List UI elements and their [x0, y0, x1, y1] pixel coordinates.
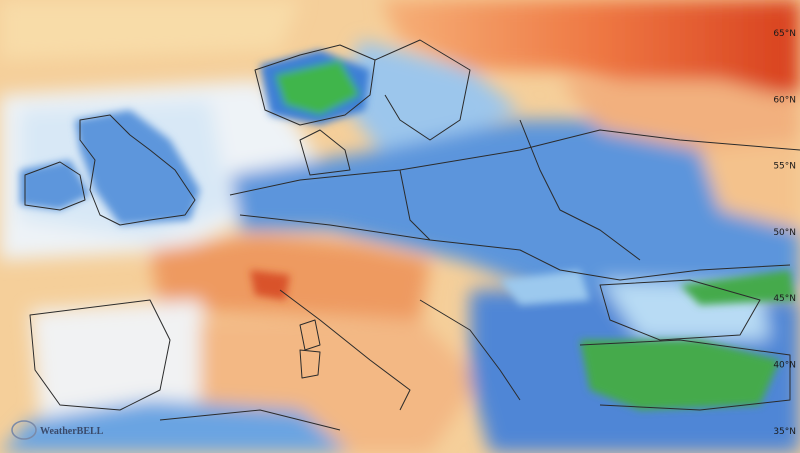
logo: WeatherBELL	[11, 420, 104, 440]
latitude-label: 45°N	[773, 294, 796, 304]
latitude-label: 35°N	[773, 427, 796, 437]
latitude-label: 65°N	[773, 29, 796, 39]
latitude-labels: 65°N 60°N 55°N 50°N 45°N 40°N 35°N	[773, 29, 796, 437]
latitude-label: 60°N	[773, 95, 796, 105]
latitude-label: 55°N	[773, 162, 796, 172]
latitude-label: 40°N	[773, 361, 796, 371]
logo-text: WeatherBELL	[40, 426, 104, 437]
latitude-label: 50°N	[773, 228, 796, 238]
borders	[24, 39, 800, 431]
